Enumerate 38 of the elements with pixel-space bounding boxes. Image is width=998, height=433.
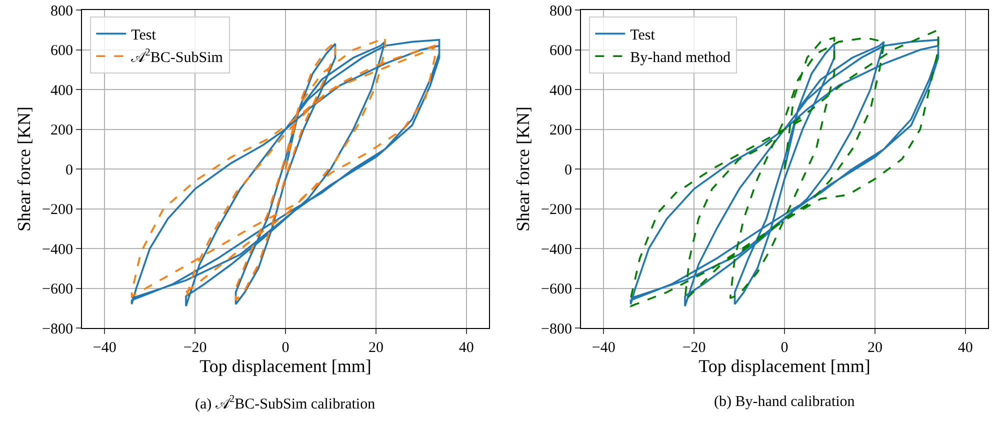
text: (b) By-hand calibration [714, 394, 856, 410]
legend-label: By-hand method [630, 50, 732, 66]
y-tick-label: −200 [42, 202, 73, 218]
y-axis-title: Shear force [KN] [14, 106, 34, 232]
x-tick-label: −40 [592, 340, 616, 356]
x-tick-label: 20 [368, 340, 384, 356]
x-tick-label: −20 [682, 340, 706, 356]
y-tick-label: 400 [50, 82, 73, 99]
y-tick-label: −800 [541, 321, 572, 338]
x-axis-title: Top displacement [mm] [698, 356, 870, 376]
y-tick-label: 400 [550, 82, 572, 99]
y-tick-label: 200 [550, 122, 572, 138]
y-tick-label: 600 [50, 43, 73, 59]
y-tick-label: 0 [564, 162, 572, 178]
y-tick-label: −400 [42, 242, 73, 258]
x-tick-label: 0 [780, 340, 788, 356]
y-tick-label: −400 [541, 242, 572, 258]
y-tick-label: −600 [42, 282, 73, 298]
y-tick-label: 800 [550, 3, 572, 20]
y-tick-label: −800 [42, 321, 73, 338]
x-tick-label: 0 [282, 340, 290, 356]
x-tick-label: −40 [92, 340, 116, 356]
y-tick-label: 0 [66, 162, 73, 178]
text: (a) 𝒜$^{2}$BC-SubSim calibration [195, 394, 376, 412]
y-axis-title: Shear force [KN] [513, 106, 534, 232]
x-tick-label: −20 [183, 340, 207, 356]
y-tick-label: 200 [50, 122, 73, 138]
y-tick-label: −600 [541, 282, 572, 298]
legend-label: Test [630, 27, 656, 44]
x-tick-label: 40 [458, 340, 474, 356]
legend-label: 𝒜$^{2}$BC-SubSim [131, 48, 224, 66]
x-tick-label: 20 [867, 340, 882, 356]
y-tick-label: 800 [50, 3, 73, 20]
x-axis-title: Top displacement [mm] [200, 356, 372, 376]
y-tick-label: −200 [541, 202, 572, 218]
y-tick-label: 600 [550, 43, 572, 59]
x-tick-label: 40 [958, 340, 973, 356]
legend-label: Test [131, 27, 157, 44]
